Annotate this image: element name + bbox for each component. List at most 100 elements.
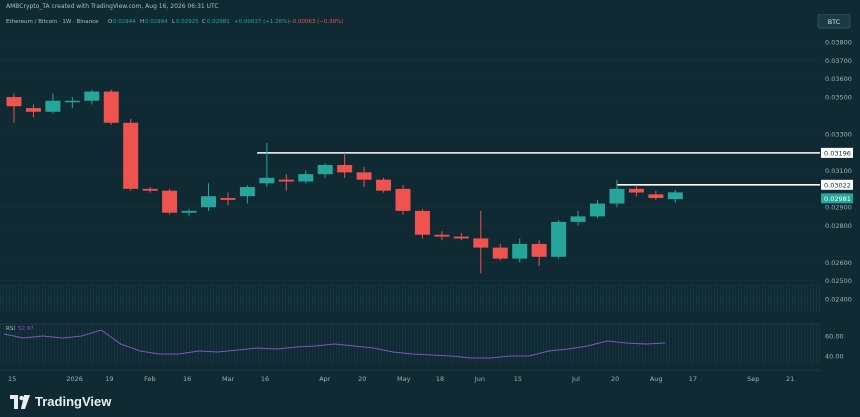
candle-body[interactable] bbox=[531, 243, 547, 257]
price-tick: 0.02400 bbox=[825, 296, 852, 304]
level-tag-label: 0.03022 bbox=[824, 181, 851, 189]
time-tick: Jul bbox=[571, 375, 580, 383]
legend-low-label: L bbox=[172, 19, 176, 25]
candle-body[interactable] bbox=[123, 122, 139, 189]
time-tick: 15 bbox=[8, 375, 16, 383]
time-axis[interactable]: 15 2026 19 Feb 16 Mar 16 Apr 20 May 18 Jun 15 Jul 20 Au… bbox=[0, 369, 820, 383]
price-tick: 0.03600 bbox=[825, 75, 852, 83]
last-price-tag bbox=[821, 193, 853, 204]
candle-body[interactable] bbox=[142, 188, 158, 191]
grid-lines bbox=[0, 41, 820, 300]
candle-body[interactable] bbox=[628, 188, 644, 193]
candle-body[interactable] bbox=[45, 100, 61, 112]
time-tick: 20 bbox=[611, 375, 619, 383]
time-tick: 16 bbox=[183, 375, 191, 383]
candle-body[interactable] bbox=[667, 192, 683, 200]
candle-body[interactable] bbox=[551, 221, 567, 257]
candle-body[interactable] bbox=[6, 97, 22, 107]
time-tick: Feb bbox=[144, 375, 156, 383]
tradingview-logo[interactable]: TradingView bbox=[10, 394, 111, 409]
candle-body[interactable] bbox=[570, 216, 586, 222]
legend-open-label: O bbox=[108, 19, 113, 25]
price-tick: 0.02800 bbox=[825, 222, 852, 230]
candle-body[interactable] bbox=[648, 194, 664, 199]
candle-body[interactable] bbox=[298, 174, 314, 182]
footer: TradingView bbox=[0, 388, 860, 417]
level-tag bbox=[821, 147, 853, 158]
candle-body[interactable] bbox=[103, 91, 119, 123]
tradingview-logo-icon bbox=[10, 394, 30, 409]
candle-body[interactable] bbox=[162, 190, 178, 213]
legend-high: 0.02994 bbox=[145, 19, 168, 25]
legend-prev-change: −0.00063 (−0.30%) bbox=[288, 19, 343, 25]
time-tick: Apr bbox=[319, 375, 331, 383]
candle-body[interactable] bbox=[512, 243, 528, 259]
price-tick: 0.03100 bbox=[825, 167, 852, 175]
price-tick: 0.03700 bbox=[825, 57, 852, 65]
legend-close-label: C bbox=[202, 19, 206, 25]
price-tick: 0.02600 bbox=[825, 259, 852, 267]
candle-body[interactable] bbox=[414, 210, 430, 235]
time-tick: Jun bbox=[474, 375, 485, 383]
rsi-value: 52.97 bbox=[18, 326, 34, 332]
rsi-pane[interactable]: RSI 52.97 bbox=[0, 323, 820, 359]
legend-low: 0.02925 bbox=[176, 19, 199, 25]
price-tick: 0.03800 bbox=[825, 39, 852, 47]
candle-body[interactable] bbox=[337, 164, 353, 173]
legend: Ethereum / Bitcoin · 1W · Binance O 0.02… bbox=[6, 19, 343, 25]
time-tick: 18 bbox=[436, 375, 444, 383]
time-tick: 21 bbox=[786, 375, 794, 383]
rsi-line[interactable] bbox=[3, 329, 666, 359]
time-tick: 2026 bbox=[66, 375, 83, 383]
time-tick: 20 bbox=[358, 375, 366, 383]
time-tick: 15 bbox=[514, 375, 522, 383]
time-tick: Mar bbox=[222, 375, 235, 383]
level-tag-label: 0.03196 bbox=[824, 149, 851, 157]
price-tick: 0.03500 bbox=[825, 94, 852, 102]
candle-body[interactable] bbox=[201, 196, 216, 208]
price-tick: 0.02900 bbox=[825, 204, 852, 212]
candles[interactable] bbox=[6, 89, 683, 274]
time-tick: 17 bbox=[689, 375, 697, 383]
rsi-texture bbox=[0, 324, 820, 364]
currency-badge[interactable]: BTC bbox=[817, 14, 851, 29]
price-axis[interactable]: 0.03800 0.03700 0.03600 0.03500 0.03300 0.031… bbox=[820, 28, 860, 368]
candle-body[interactable] bbox=[609, 188, 625, 204]
rsi-tick: 60.00 bbox=[825, 333, 844, 341]
candle-body[interactable] bbox=[317, 164, 333, 175]
last-price-label: 0.02981 bbox=[824, 195, 851, 203]
legend-high-label: H bbox=[140, 19, 144, 25]
price-tick: 0.03300 bbox=[825, 130, 852, 138]
candle-body[interactable] bbox=[25, 108, 41, 112]
candle-body[interactable] bbox=[356, 172, 372, 180]
candle-body[interactable] bbox=[395, 188, 411, 211]
legend-open: 0.02944 bbox=[113, 19, 136, 25]
chart-texture bbox=[0, 284, 820, 312]
legend-change: +0.00037 (+1.26%) bbox=[234, 19, 289, 25]
candle-body[interactable] bbox=[220, 198, 236, 200]
time-tick: Sep bbox=[747, 375, 759, 383]
candle-body[interactable] bbox=[453, 236, 469, 239]
time-tick: 16 bbox=[261, 375, 269, 383]
rsi-tick: 40.00 bbox=[825, 353, 844, 361]
candlestick-chart[interactable]: RSI 52.97 0.038000.037000.036000.035000.0… bbox=[0, 14, 860, 388]
candle-body[interactable] bbox=[473, 238, 489, 248]
currency-badge-box[interactable] bbox=[817, 14, 851, 29]
candle-body[interactable] bbox=[64, 100, 80, 103]
chart-area[interactable]: RSI 52.97 0.03800 0.03700 0.03600 0.03500 0.0… bbox=[0, 14, 860, 388]
candle-body[interactable] bbox=[239, 187, 255, 197]
candle-body[interactable] bbox=[181, 210, 197, 213]
time-tick: 19 bbox=[105, 375, 113, 383]
candle-body[interactable] bbox=[590, 203, 605, 217]
candle-body[interactable] bbox=[492, 247, 508, 259]
horizontal-levels[interactable] bbox=[257, 152, 820, 186]
candle-body[interactable] bbox=[434, 234, 450, 237]
candle-body[interactable] bbox=[376, 179, 392, 191]
candle-body[interactable] bbox=[84, 91, 100, 101]
legend-close: 0.02981 bbox=[207, 19, 230, 25]
time-tick: May bbox=[397, 375, 411, 383]
level-tag bbox=[821, 179, 853, 190]
price-tick: 0.02500 bbox=[825, 277, 852, 285]
candle-body[interactable] bbox=[259, 177, 275, 184]
candle-body[interactable] bbox=[278, 179, 294, 182]
